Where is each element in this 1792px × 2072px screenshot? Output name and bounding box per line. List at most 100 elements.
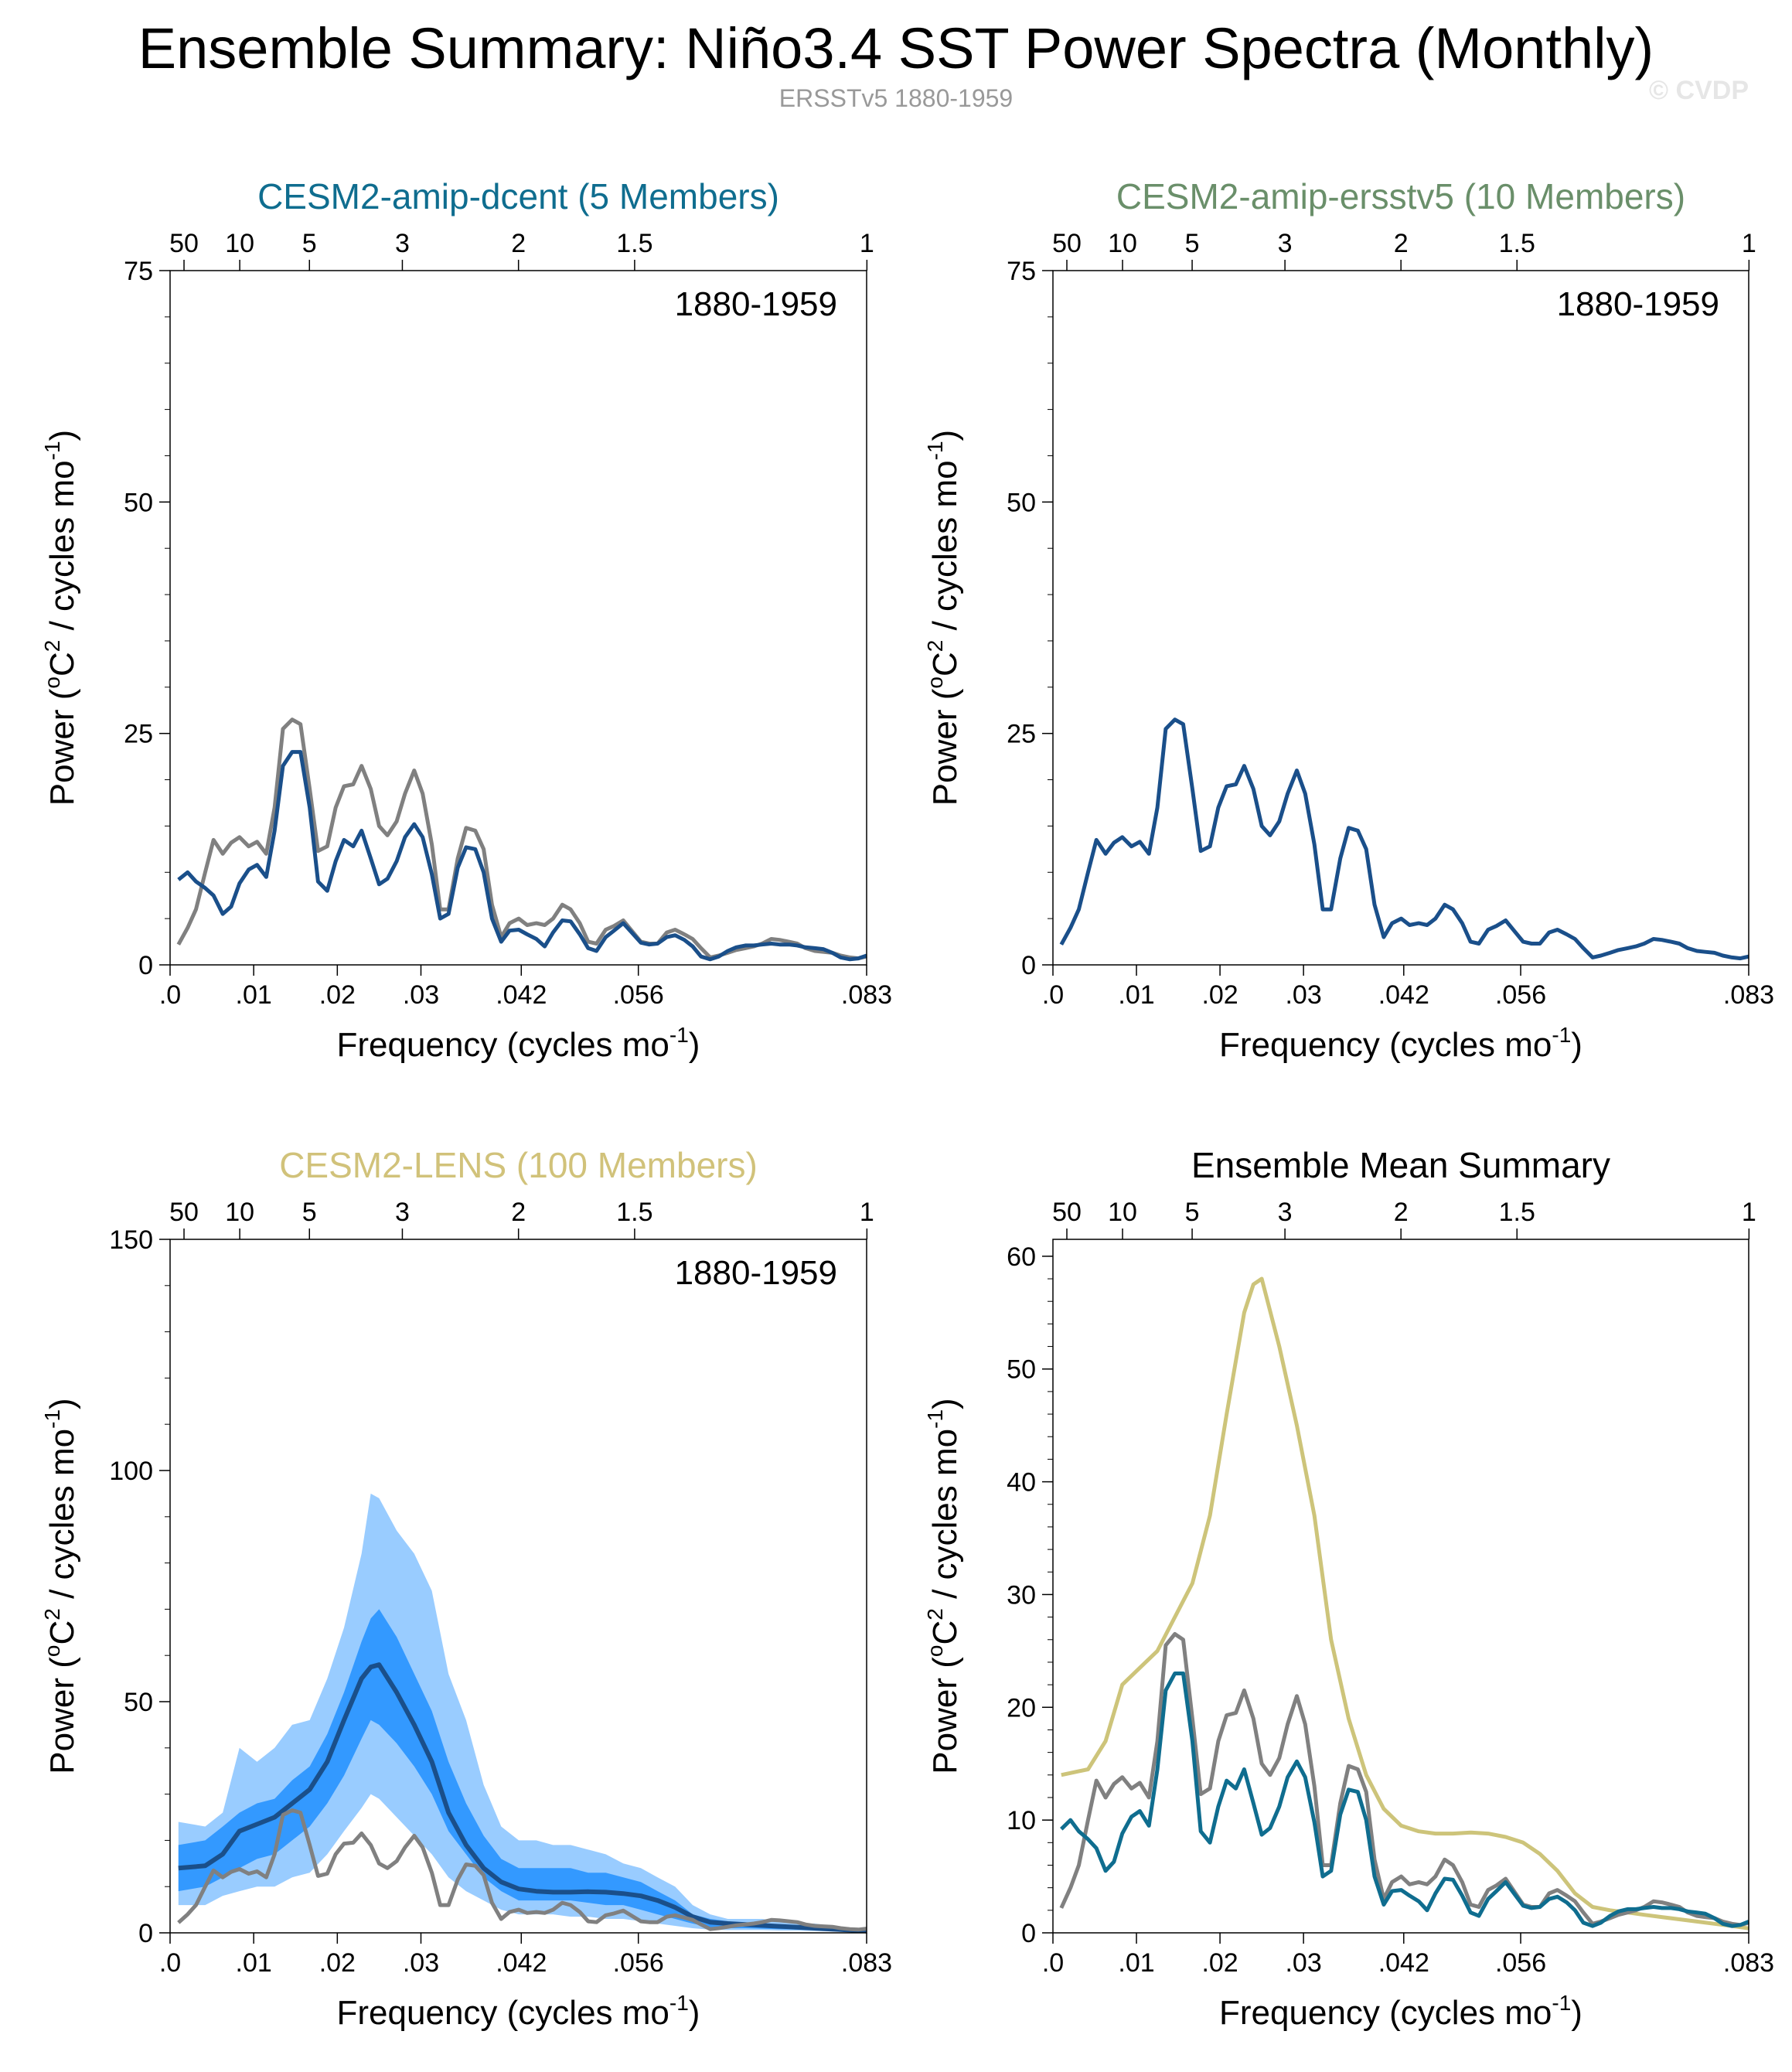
y-axis-label: Power (oC2 / cycles mo-1) [923, 430, 964, 806]
y-axis-label: Power (oC2 / cycles mo-1) [40, 430, 81, 806]
y-tick-label: 0 [1021, 951, 1036, 980]
x-axis-label-end: ) [689, 1994, 700, 2032]
top-tick-label: 1.5 [1499, 229, 1535, 258]
top-tick-label: 1.5 [616, 229, 652, 258]
panel-p4: Ensemble Mean Summary 0 10 20 30 40 50 60 .0 .01.… [923, 1145, 1774, 2032]
figure-title: Ensemble Summary: Niño3.4 SST Power Spec… [138, 16, 1654, 80]
panel-p2: CESM2-amip-ersstv5 (10 Members)0255075.0… [923, 176, 1774, 1064]
y-tick-label: 40 [1007, 1468, 1036, 1498]
y-axis-label-part: ) [926, 1398, 964, 1409]
top-tick-label: 5 [1185, 229, 1200, 258]
y-tick-label: 0 [138, 951, 153, 980]
series-line-em_lens [1061, 1276, 1749, 1931]
y-axis-label: Power (oC2 / cycles mo-1) [923, 1398, 964, 1774]
x-tick-label: .0 [1042, 980, 1064, 1010]
y-axis-label-part: o [923, 1645, 947, 1658]
y-axis-label-part: / cycles mo [926, 1429, 964, 1608]
x-axis-label-text: Frequency (cycles mo [1219, 1026, 1552, 1064]
y-tick-label: 30 [1007, 1580, 1036, 1610]
y-axis-label-part: C [43, 652, 81, 676]
y-tick-label: 100 [109, 1457, 153, 1486]
y-tick-label: 0 [1021, 1919, 1036, 1948]
plot-frame [169, 270, 867, 966]
y-tick-label: 0 [138, 1919, 153, 1948]
panel-p3: CESM2-LENS (100 Members)050100150.0.01.0… [40, 1145, 892, 2032]
top-tick-label: 2 [1394, 1198, 1409, 1227]
x-tick-label: .01 [236, 1948, 272, 1978]
y-axis-label-part: C [926, 1620, 964, 1645]
y-axis-label-part: 2 [923, 640, 947, 653]
x-tick-label: .056 [1495, 980, 1546, 1010]
top-tick-label: 5 [302, 1198, 317, 1227]
x-axis-label-sup: -1 [669, 1023, 689, 1047]
y-tick-label: 25 [124, 720, 153, 749]
period-label: 1880-1959 [1557, 285, 1719, 323]
y-axis-label-part: 2 [40, 640, 64, 653]
top-tick-label: 3 [1278, 1198, 1293, 1227]
panel-title: CESM2-LENS (100 Members) [279, 1145, 758, 1185]
y-axis-label-part: o [40, 1645, 64, 1658]
x-axis-label: Frequency (cycles mo-1) [1219, 1023, 1582, 1064]
panel-title: Ensemble Mean Summary [1191, 1145, 1610, 1185]
y-axis-label-part: o [40, 676, 64, 689]
x-axis-label-end: ) [1571, 1994, 1582, 2032]
y-axis-label-part: 2 [923, 1608, 947, 1620]
top-tick-label: 10 [1108, 1198, 1137, 1227]
top-tick-label: 1 [860, 229, 874, 258]
x-axis-label-text: Frequency (cycles mo [337, 1994, 669, 2032]
y-axis-label-part: / cycles mo [926, 460, 964, 639]
x-tick-label: .042 [1378, 1948, 1429, 1978]
top-tick-label: 10 [225, 229, 254, 258]
series-line-obs [177, 1808, 867, 1932]
x-tick-label: .056 [1495, 1948, 1546, 1978]
x-axis-label-sup: -1 [669, 1991, 689, 2015]
y-axis-label-part: o [923, 676, 947, 689]
series-line-obs [1059, 1632, 1749, 1927]
y-axis-label-part: Power ( [926, 1657, 964, 1774]
x-axis-label-end: ) [689, 1026, 700, 1064]
x-axis-label-sup: -1 [1552, 1991, 1571, 2015]
x-tick-label: .042 [496, 1948, 547, 1978]
x-tick-label: .02 [1201, 980, 1238, 1010]
x-tick-label: .0 [1042, 1948, 1064, 1978]
y-axis-label-part: 2 [40, 1608, 64, 1620]
y-axis-label-part: ) [926, 430, 964, 441]
y-tick-label: 10 [1007, 1806, 1036, 1835]
y-axis-label-part: -1 [923, 1409, 947, 1429]
panel-p1: CESM2-amip-dcent (5 Members)0255075.0.01… [40, 176, 892, 1064]
y-axis-label-part: C [43, 1620, 81, 1645]
x-axis-label-text: Frequency (cycles mo [337, 1026, 669, 1064]
x-tick-label: .03 [1285, 980, 1321, 1010]
series-line-obs [176, 717, 867, 961]
y-tick-label: 50 [1007, 488, 1036, 517]
x-tick-label: .083 [841, 980, 892, 1010]
y-tick-label: 75 [1007, 257, 1036, 286]
x-tick-label: .056 [613, 1948, 664, 1978]
x-axis-label-sup: -1 [1552, 1023, 1571, 1047]
top-tick-label: 10 [1108, 229, 1137, 258]
series-line-model [177, 750, 867, 962]
period-label: 1880-1959 [675, 1254, 837, 1292]
y-axis-label-part: -1 [40, 1409, 64, 1429]
x-tick-label: .056 [613, 980, 664, 1010]
y-axis-label: Power (oC2 / cycles mo-1) [40, 1398, 81, 1774]
top-tick-label: 1.5 [1499, 1198, 1535, 1227]
series-line-em_dcent [1060, 1672, 1749, 1928]
y-tick-label: 20 [1007, 1693, 1036, 1723]
plot-frame [1052, 270, 1749, 966]
top-tick-label: 50 [169, 229, 199, 258]
x-tick-label: .01 [1118, 980, 1154, 1010]
top-tick-label: 1 [1742, 229, 1756, 258]
top-tick-label: 3 [395, 229, 410, 258]
figure-subtitle: ERSSTv5 1880-1959 [779, 84, 1013, 112]
spread-band-inner [178, 1609, 867, 1932]
series-line-obs_blue [1059, 717, 1749, 961]
y-tick-label: 150 [109, 1225, 153, 1255]
x-tick-label: .02 [319, 1948, 356, 1978]
period-label: 1880-1959 [675, 285, 837, 323]
top-tick-label: 50 [1052, 1198, 1082, 1227]
top-tick-label: 5 [302, 229, 317, 258]
x-tick-label: .02 [319, 980, 356, 1010]
top-tick-label: 2 [511, 229, 526, 258]
x-tick-label: .01 [1118, 1948, 1154, 1978]
